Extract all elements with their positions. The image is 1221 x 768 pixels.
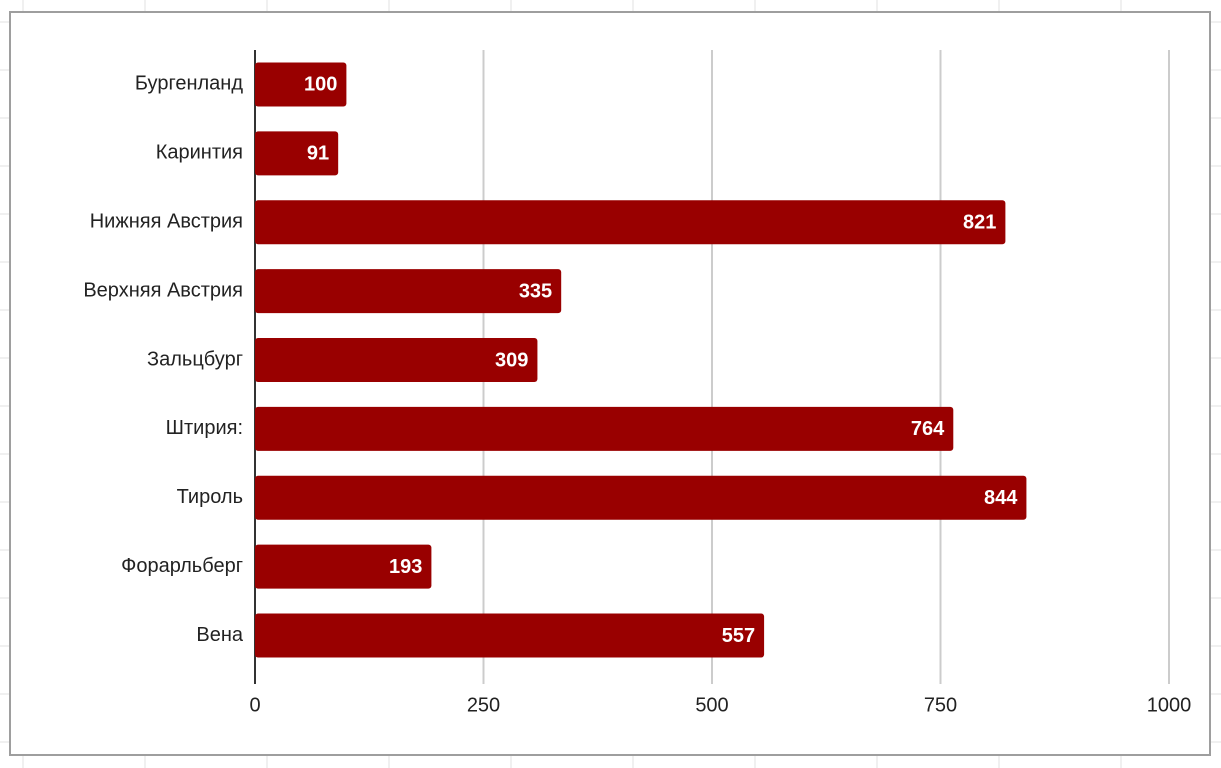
bar (255, 475, 1027, 520)
y-tick-label: Бургенланд (135, 73, 243, 95)
value-label: 100 (304, 74, 337, 96)
y-tick-label: Штирия: (166, 417, 243, 439)
x-tick-label: 750 (924, 694, 957, 716)
value-label: 557 (722, 625, 755, 647)
x-tick-label: 0 (249, 694, 260, 716)
x-tick-label: 1000 (1147, 694, 1192, 716)
value-label: 91 (307, 143, 329, 165)
bar (255, 544, 432, 589)
y-tick-label: Зальцбург (147, 348, 243, 370)
y-tick-label: Каринтия (156, 142, 243, 164)
bar (255, 200, 1006, 245)
y-tick-label: Верхняя Австрия (83, 279, 243, 301)
y-tick-label: Тироль (177, 486, 243, 508)
y-tick-label: Форарльберг (121, 555, 243, 577)
bar (255, 613, 765, 658)
bar (255, 406, 954, 451)
value-label: 821 (963, 212, 996, 234)
value-label: 335 (519, 280, 552, 302)
y-tick-label: Нижняя Австрия (90, 211, 243, 233)
value-label: 764 (911, 418, 945, 440)
y-tick-label: Вена (196, 624, 244, 646)
bar (255, 62, 347, 107)
bar (255, 338, 538, 382)
value-label: 844 (984, 487, 1018, 509)
value-label: 193 (389, 556, 422, 578)
bar (255, 269, 562, 314)
value-label: 309 (495, 349, 528, 371)
x-tick-label: 500 (695, 694, 728, 716)
x-tick-label: 250 (467, 694, 500, 716)
bar (255, 131, 339, 176)
